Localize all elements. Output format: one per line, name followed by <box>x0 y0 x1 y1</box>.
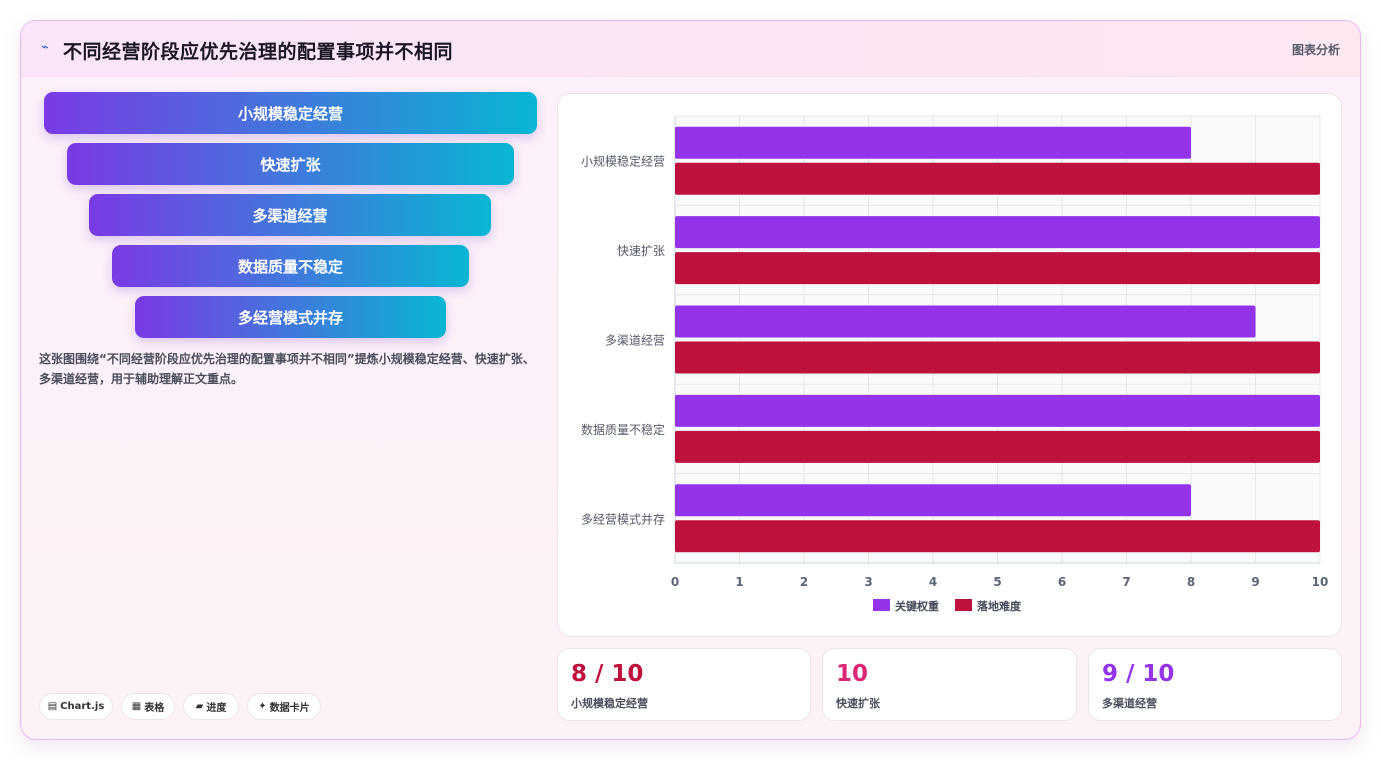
bar-key-weight <box>675 126 1191 159</box>
stat-label: 快速扩张 <box>836 697 880 710</box>
bar-key-weight <box>675 305 1256 338</box>
bar-key-weight <box>675 216 1320 249</box>
x-tick-label: 10 <box>1312 575 1329 589</box>
bar-key-weight <box>675 394 1320 427</box>
funnel-step-4: 数据质量不稳定 <box>112 245 469 287</box>
legend-swatch <box>873 599 890 611</box>
x-tick-label: 3 <box>864 575 872 589</box>
x-tick-label: 6 <box>1058 575 1066 589</box>
chip-progress[interactable]: ▰ 进度 <box>183 693 239 720</box>
bar-difficulty <box>675 252 1320 285</box>
chip-label: 表格 <box>144 703 165 714</box>
table-icon: ▦ <box>131 701 142 712</box>
x-tick-label: 5 <box>993 575 1001 589</box>
chip-chartjs[interactable]: ▤ Chart.js <box>39 693 113 720</box>
bar-difficulty <box>675 341 1320 374</box>
funnel-step-5: 多经营模式并存 <box>135 296 446 338</box>
chip-label: 数据卡片 <box>269 703 310 714</box>
chart-icon: ▤ <box>47 701 58 712</box>
chip-label: Chart.js <box>60 701 105 712</box>
funnel-step-3: 多渠道经营 <box>89 194 491 236</box>
funnel-step-2: 快速扩张 <box>67 143 514 185</box>
bar-difficulty <box>675 520 1320 553</box>
y-tick-label: 多渠道经营 <box>605 334 665 348</box>
chart-analysis-tag: 图表分析 <box>1291 43 1340 57</box>
stat-value: 10 <box>836 661 869 687</box>
stat-card-1: 8 / 10 小规模稳定经营 <box>557 648 811 721</box>
y-tick-label: 数据质量不稳定 <box>581 422 665 437</box>
x-tick-label: 8 <box>1187 575 1195 589</box>
header: ⌁ 不同经营阶段应优先治理的配置事项并不相同 图表分析 <box>21 21 1360 77</box>
x-tick-label: 9 <box>1251 575 1259 589</box>
sparkle-icon: ✦ <box>258 701 267 712</box>
stat-label: 小规模稳定经营 <box>571 697 648 710</box>
chip-table[interactable]: ▦ 表格 <box>121 693 175 720</box>
bar-difficulty <box>675 430 1320 463</box>
stat-value: 8 / 10 <box>571 661 644 687</box>
stat-value: 9 / 10 <box>1102 661 1175 687</box>
stat-card-3: 9 / 10 多渠道经营 <box>1088 648 1342 721</box>
chip-label: 进度 <box>206 703 227 714</box>
main-card: ⌁ 不同经营阶段应优先治理的配置事项并不相同 图表分析 小规模稳定经营 快速扩张… <box>20 20 1361 740</box>
x-tick-label: 7 <box>1122 575 1130 589</box>
stat-label: 多渠道经营 <box>1102 697 1157 710</box>
legend-swatch <box>955 599 972 611</box>
y-tick-label: 多经营模式并存 <box>581 512 665 526</box>
chart-description: 这张图围绕“不同经营阶段应优先治理的配置事项并不相同”提炼小规模稳定经营、快速扩… <box>39 352 535 386</box>
progress-icon: ▰ <box>195 701 204 712</box>
page-title: 不同经营阶段应优先治理的配置事项并不相同 <box>63 41 454 63</box>
logo-icon: ⌁ <box>41 40 49 55</box>
chip-data-card[interactable]: ✦ 数据卡片 <box>247 693 321 720</box>
bar-chart: 0 1 2 3 4 5 6 7 8 9 10 小规模稳定经营快速扩张多渠道经营数据质量不稳定多经营模式… <box>581 115 1329 613</box>
legend-label: 落地难度 <box>977 599 1022 613</box>
bar-key-weight <box>675 484 1191 517</box>
bar-difficulty <box>675 162 1320 195</box>
y-tick-label: 快速扩张 <box>617 244 665 258</box>
legend-label: 关键权重 <box>895 599 939 613</box>
x-tick-label: 4 <box>929 575 937 589</box>
chart-panel: 0 1 2 3 4 5 6 7 8 9 10 小规模稳定经营快速扩张多渠道经营数据质量不稳定 多经营模式… <box>557 93 1342 637</box>
funnel-step-1: 小规模稳定经营 <box>44 92 537 134</box>
stat-card-2: 10 快速扩张 <box>822 648 1077 721</box>
x-tick-label: 0 <box>671 575 679 589</box>
x-tick-label: 1 <box>735 575 743 589</box>
y-tick-label: 小规模稳定经营 <box>581 154 665 169</box>
x-tick-label: 2 <box>800 575 808 589</box>
